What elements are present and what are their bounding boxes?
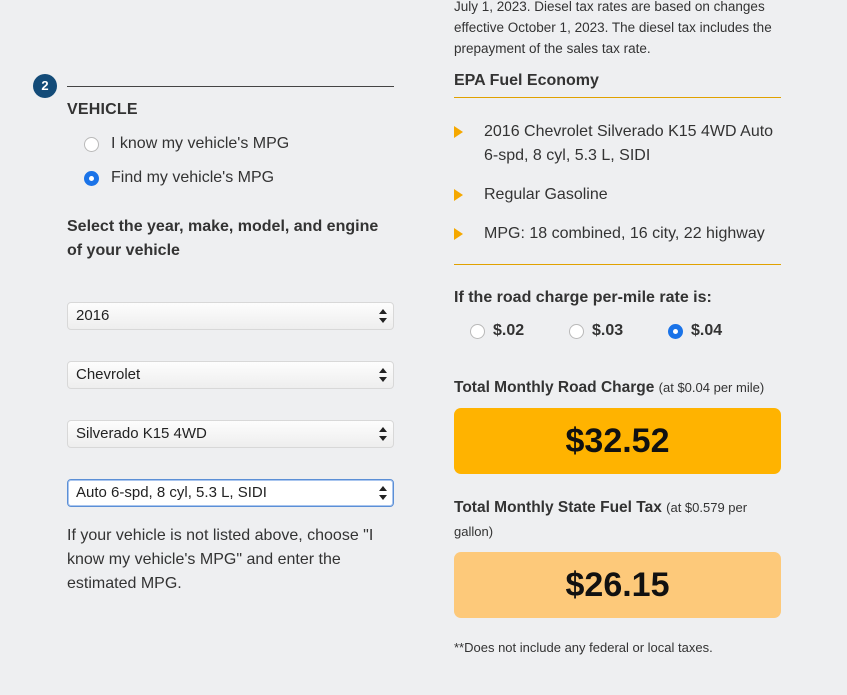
fuel-tax-detail: (at $0.579 per gallon) bbox=[454, 500, 748, 539]
fuel-tax-title: Total Monthly State Fuel Tax bbox=[454, 499, 662, 516]
vehicle-section: 2 VEHICLE I know my vehicle's MPG Find m… bbox=[0, 0, 420, 695]
rate-option-02[interactable]: $.02 bbox=[470, 322, 524, 340]
year-select-value: 2016 bbox=[76, 307, 110, 324]
road-charge-amount: $32.52 bbox=[454, 408, 781, 474]
rate-option-label: $.04 bbox=[691, 322, 723, 339]
radio-find-mpg[interactable]: Find my vehicle's MPG bbox=[84, 169, 274, 187]
make-select-value: Chevrolet bbox=[76, 366, 141, 383]
rate-radio-03[interactable] bbox=[569, 323, 584, 339]
year-select[interactable]: 2016 bbox=[67, 302, 394, 330]
triangle-bullet-icon bbox=[454, 228, 463, 240]
rate-option-03[interactable]: $.03 bbox=[569, 322, 623, 340]
make-select[interactable]: Chevrolet bbox=[67, 361, 394, 389]
step-divider bbox=[67, 86, 394, 87]
rate-label: If the road charge per-mile rate is: bbox=[454, 289, 712, 306]
rate-option-label: $.03 bbox=[592, 322, 624, 339]
radio-find-mpg-button[interactable] bbox=[84, 170, 99, 186]
model-select[interactable]: Silverado K15 4WD bbox=[67, 420, 394, 448]
select-arrows-icon bbox=[379, 368, 387, 382]
rate-option-04[interactable]: $.04 bbox=[668, 322, 722, 340]
road-charge-label: Total Monthly Road Charge (at $0.04 per … bbox=[454, 376, 781, 400]
epa-item-mpg: MPG: 18 combined, 16 city, 22 highway bbox=[454, 222, 781, 246]
triangle-bullet-icon bbox=[454, 126, 463, 138]
diesel-tax-text: July 1, 2023. Diesel tax rates are based… bbox=[454, 0, 772, 56]
fuel-tax-amount: $26.15 bbox=[454, 552, 781, 618]
rate-radio-04[interactable] bbox=[668, 323, 683, 339]
engine-select[interactable]: Auto 6-spd, 8 cyl, 5.3 L, SIDI bbox=[67, 479, 394, 507]
epa-item-text: 2016 Chevrolet Silverado K15 4WD Auto 6-… bbox=[484, 123, 774, 164]
epa-item-vehicle: 2016 Chevrolet Silverado K15 4WD Auto 6-… bbox=[454, 120, 781, 168]
results-section: July 1, 2023. Diesel tax rates are based… bbox=[454, 0, 781, 695]
select-instruction: Select the year, make, model, and engine… bbox=[67, 218, 379, 259]
triangle-bullet-icon bbox=[454, 189, 463, 201]
vehicle-not-listed-note: If your vehicle is not listed above, cho… bbox=[67, 527, 374, 592]
radio-know-mpg[interactable]: I know my vehicle's MPG bbox=[84, 135, 289, 153]
select-arrows-icon bbox=[379, 427, 387, 441]
epa-divider-top bbox=[454, 97, 781, 98]
select-arrows-icon bbox=[379, 309, 387, 323]
radio-know-mpg-label: I know my vehicle's MPG bbox=[111, 135, 290, 152]
rate-option-label: $.02 bbox=[493, 322, 525, 339]
radio-find-mpg-label: Find my vehicle's MPG bbox=[111, 169, 275, 186]
road-charge-title: Total Monthly Road Charge bbox=[454, 379, 655, 396]
fuel-tax-label: Total Monthly State Fuel Tax (at $0.579 … bbox=[454, 496, 781, 544]
road-charge-detail: (at $0.04 per mile) bbox=[658, 380, 765, 395]
radio-know-mpg-button[interactable] bbox=[84, 136, 99, 152]
epa-divider-bottom bbox=[454, 264, 781, 265]
epa-item-text: Regular Gasoline bbox=[484, 186, 608, 203]
model-select-value: Silverado K15 4WD bbox=[76, 425, 207, 442]
rate-radio-02[interactable] bbox=[470, 323, 485, 339]
epa-title: EPA Fuel Economy bbox=[454, 72, 599, 89]
epa-item-fuel: Regular Gasoline bbox=[454, 183, 781, 207]
engine-select-value: Auto 6-spd, 8 cyl, 5.3 L, SIDI bbox=[76, 484, 267, 501]
step-number-badge: 2 bbox=[33, 74, 57, 98]
footnote: **Does not include any federal or local … bbox=[454, 640, 713, 655]
select-arrows-icon bbox=[379, 486, 387, 500]
section-title: VEHICLE bbox=[67, 101, 138, 118]
epa-item-text: MPG: 18 combined, 16 city, 22 highway bbox=[484, 225, 765, 242]
